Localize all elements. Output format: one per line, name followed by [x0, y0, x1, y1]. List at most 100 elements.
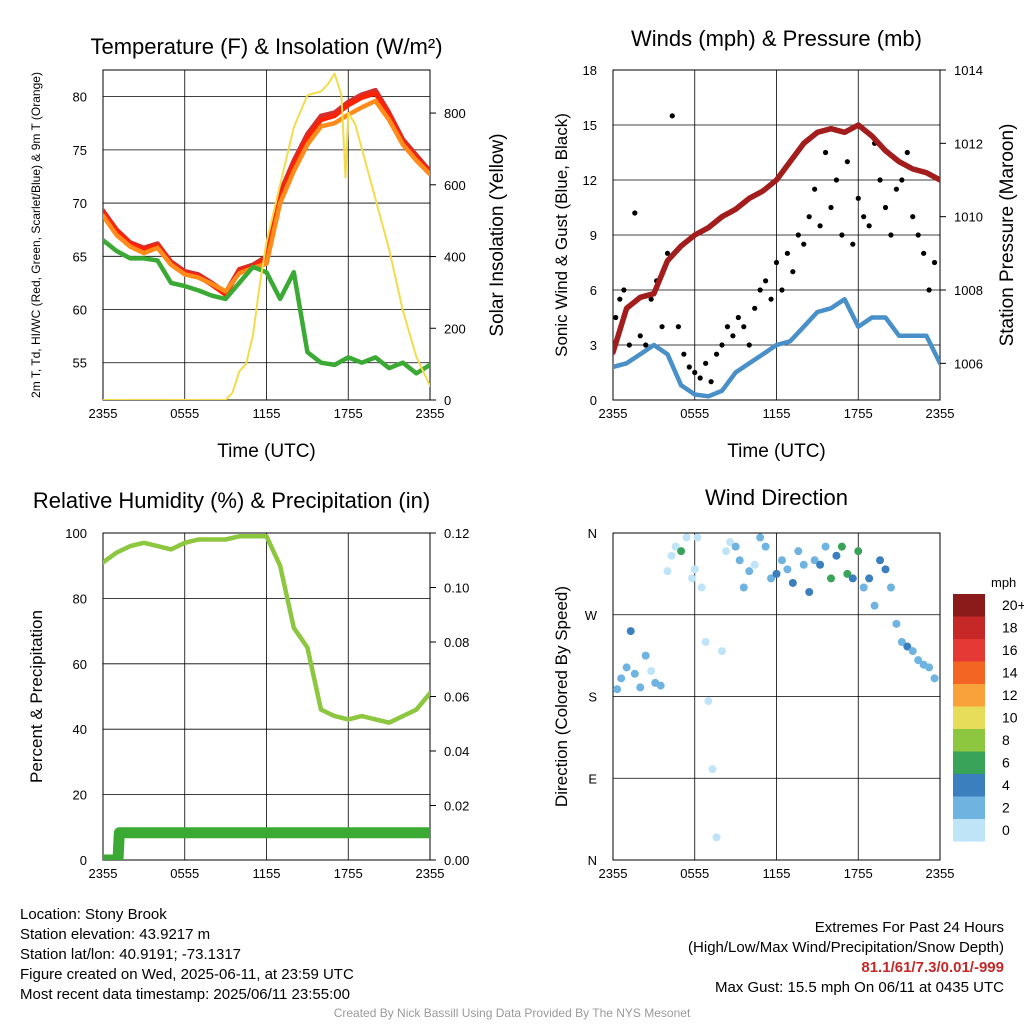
gust-point — [822, 149, 829, 156]
gust-point — [915, 232, 921, 238]
gust-point — [659, 324, 665, 330]
station-pressure-line — [613, 122, 940, 356]
direction-point — [930, 674, 939, 683]
series-group — [613, 113, 940, 399]
gust-point — [801, 241, 807, 247]
gust-point — [812, 186, 818, 192]
gust-point — [850, 241, 856, 247]
y2-tick-label: 0.12 — [444, 526, 469, 541]
y-tick-label: W — [585, 608, 598, 623]
y2-tick-label: 0 — [444, 393, 451, 408]
direction-point — [832, 551, 841, 560]
direction-point — [613, 685, 622, 694]
gust-point — [686, 364, 692, 370]
gust-point — [795, 232, 801, 238]
y-tick-label: 80 — [73, 90, 87, 105]
legend-swatch — [953, 796, 985, 819]
direction-point — [761, 542, 770, 551]
gust-point — [632, 210, 638, 216]
y2-tick-label: 1014 — [954, 63, 983, 78]
y2-tick-label: 800 — [444, 106, 466, 121]
x-tick-label: 0555 — [680, 406, 709, 421]
direction-point — [848, 574, 857, 583]
winds-panel: 2355 0555 1155 1755 235503691215181006100810… — [552, 26, 1018, 462]
chart-title: Wind Direction — [705, 485, 848, 510]
direction-point — [756, 533, 765, 542]
y-tick-label: 75 — [73, 143, 87, 158]
y-tick-label: 80 — [73, 591, 87, 606]
gust-point — [621, 287, 627, 293]
gust-point — [735, 314, 741, 321]
direction-point — [908, 647, 917, 656]
direction-point — [688, 574, 697, 583]
gust-point — [763, 278, 769, 284]
gust-point — [931, 259, 938, 266]
direction-point — [777, 556, 786, 565]
direction-point — [881, 565, 890, 574]
gust-point — [926, 287, 932, 293]
gust-point — [899, 177, 905, 183]
direction-point — [745, 567, 754, 576]
gust-point — [784, 250, 791, 256]
legend-label: 14 — [1002, 665, 1018, 681]
created-text: Figure created on Wed, 2025-06-11, at 23… — [20, 966, 354, 983]
legend-label: 2 — [1002, 800, 1010, 816]
credit-text: Created By Nick Bassill Using Data Provi… — [333, 1006, 691, 1020]
gust-point — [882, 204, 889, 211]
direction-point — [677, 547, 686, 556]
gust-point — [866, 223, 872, 229]
legend-swatch — [953, 639, 985, 662]
legend-label: 4 — [1002, 777, 1010, 793]
x-tick-label: 1755 — [844, 866, 873, 881]
direction-point — [821, 542, 830, 551]
gust-point — [703, 360, 709, 366]
y2-tick-label: 0.02 — [444, 799, 469, 814]
direction-point — [903, 642, 912, 651]
y2-tick-label: 0.00 — [444, 853, 469, 868]
y-tick-label: 18 — [583, 63, 597, 78]
legend-label: 20+ — [1002, 597, 1024, 613]
x-tick-label: 1155 — [253, 406, 281, 421]
gust-point — [877, 177, 883, 183]
gust-point — [790, 269, 796, 275]
direction-point — [859, 583, 868, 592]
sonic-wind-line — [613, 296, 940, 399]
x-tick-label: 2355 — [89, 406, 118, 421]
direction-point — [622, 663, 631, 672]
direction-point — [712, 833, 721, 842]
direction-point — [925, 663, 934, 672]
y-axis-label: Sonic Wind & Gust (Blue, Black) — [552, 113, 571, 357]
direction-point — [697, 583, 706, 592]
gust-point — [833, 177, 840, 183]
y-tick-label: 60 — [73, 657, 87, 672]
direction-point — [671, 542, 680, 551]
direction-point — [914, 656, 923, 665]
y2-tick-label: 1010 — [954, 210, 983, 225]
gust-point — [637, 333, 643, 339]
max-gust-text: Max Gust: 15.5 mph On 06/11 at 0435 UTC — [714, 979, 1004, 996]
gust-point — [773, 259, 780, 266]
gust-point — [817, 223, 823, 229]
direction-point — [772, 569, 781, 578]
direction-point — [718, 647, 726, 656]
x-tick-label: 2355 — [416, 406, 445, 421]
y-tick-label: 100 — [65, 526, 87, 541]
y2-tick-label: 200 — [444, 321, 466, 336]
gust-point — [643, 342, 649, 348]
gust-point — [768, 296, 774, 302]
gust-point — [675, 324, 682, 330]
y2-tick-label: 600 — [444, 178, 466, 193]
direction-point — [726, 538, 735, 547]
gust-point — [861, 214, 867, 220]
x-axis-label: Time (UTC) — [727, 441, 826, 462]
direction-point — [810, 556, 819, 565]
legend-swatch — [953, 661, 985, 684]
gust-point — [681, 351, 687, 357]
gust-point — [757, 287, 763, 293]
y2-tick-label: 0.08 — [444, 635, 469, 650]
y-tick-label: N — [588, 526, 597, 541]
x-tick-label: 1755 — [844, 406, 873, 421]
gust-point — [839, 232, 845, 238]
